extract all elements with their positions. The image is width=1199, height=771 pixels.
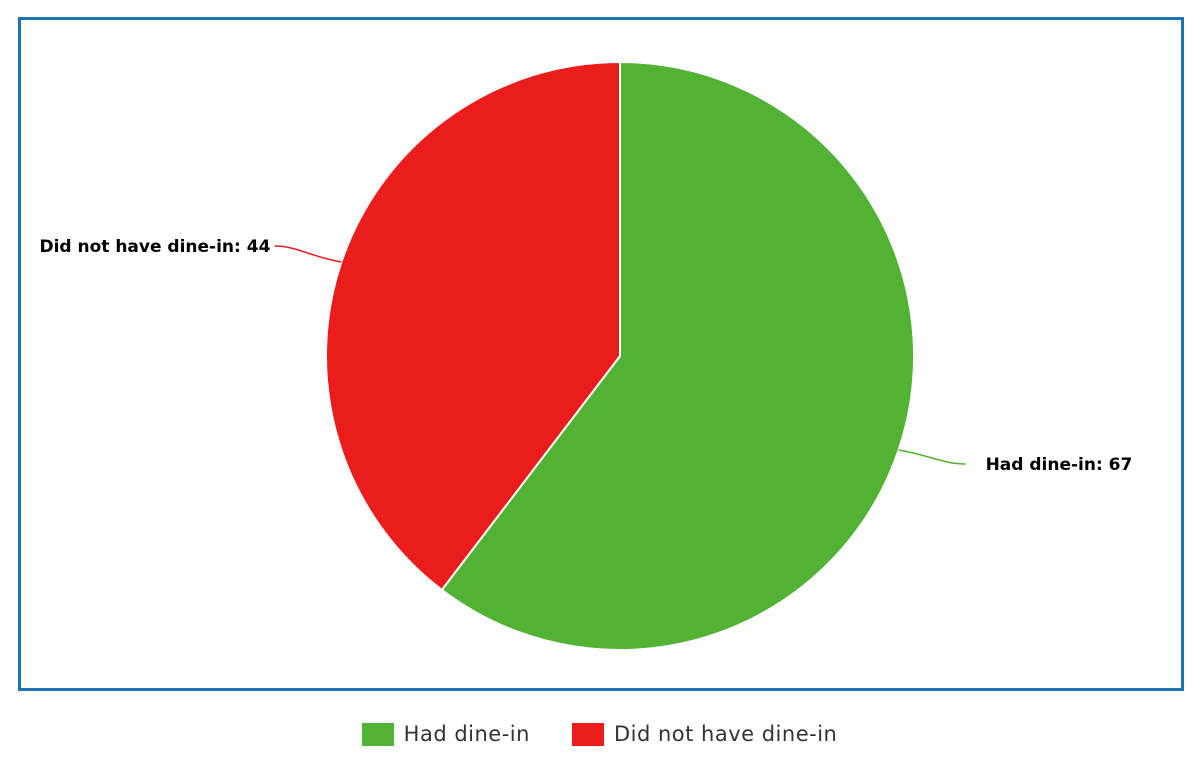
pie-slices: [325, 61, 915, 651]
legend-item-had-dine-in[interactable]: Had dine-in: [361, 722, 530, 746]
legend-label-did-not-have-dine-in: Did not have dine-in: [613, 722, 838, 746]
chart-frame: Had dine-in: 67 Did not have dine-in: 44: [18, 17, 1184, 691]
legend-item-did-not-have-dine-in[interactable]: Did not have dine-in: [571, 722, 838, 746]
connector-did-not-have-dine-in: [274, 245, 342, 263]
pie-chart: Had dine-in: 67 Did not have dine-in: 44: [39, 61, 1132, 651]
legend-swatch-had-dine-in: [361, 722, 394, 746]
connector-had-dine-in: [898, 449, 966, 465]
pie-slice-had-dine-in[interactable]: [440, 61, 915, 651]
legend-swatch-did-not-have-dine-in: [571, 722, 604, 746]
label-connectors: [274, 245, 966, 465]
slice-labels: Had dine-in: 67 Did not have dine-in: 44: [39, 237, 1132, 475]
data-label-had-dine-in: Had dine-in: 67: [986, 455, 1133, 475]
legend: Had dine-in Did not have dine-in: [0, 722, 1199, 746]
legend-label-had-dine-in: Had dine-in: [403, 722, 530, 746]
data-label-did-not-have-dine-in: Did not have dine-in: 44: [39, 237, 270, 257]
